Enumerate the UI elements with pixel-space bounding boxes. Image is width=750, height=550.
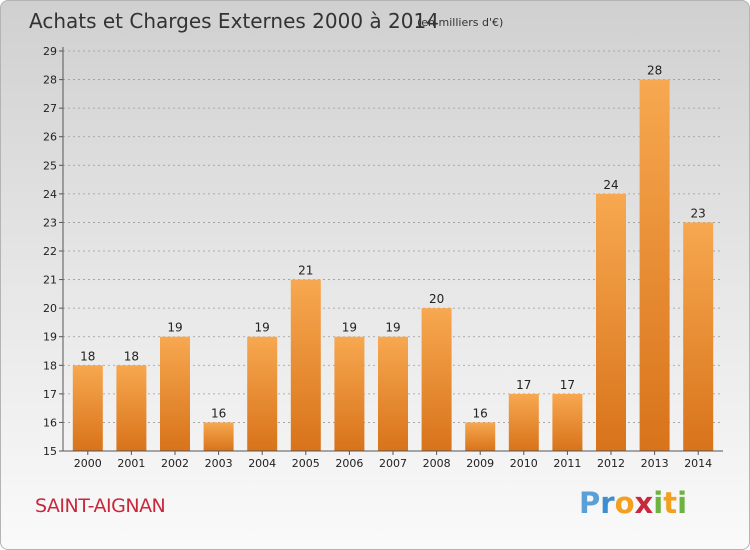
bar [378, 336, 408, 451]
data-label: 19 [167, 321, 182, 335]
x-tick-label: 2003 [205, 457, 233, 470]
bar [72, 365, 103, 451]
logo-letter: P [579, 486, 601, 520]
bar-layer: 18 18 19 16 19 21 19 19 20 16 17 17 24 28 23 [72, 64, 714, 452]
bar [247, 336, 278, 451]
logo-letter: r [600, 486, 615, 520]
bar [421, 308, 452, 451]
bar [116, 365, 147, 451]
bar [290, 279, 321, 451]
x-tick-label: 2001 [117, 457, 145, 470]
y-tick-label: 27 [43, 102, 57, 115]
x-tick-label: 2004 [248, 457, 276, 470]
bar [160, 336, 190, 451]
y-tick-label: 17 [43, 388, 57, 401]
bar [552, 393, 583, 451]
place-name: SAINT-AIGNAN [35, 495, 166, 517]
x-tick-label: 2010 [510, 457, 538, 470]
data-label: 19 [255, 321, 270, 335]
x-tick-label: 2005 [292, 457, 320, 470]
data-label: 16 [473, 406, 488, 420]
x-tick-label: 2000 [74, 457, 102, 470]
y-tick-label: 23 [43, 216, 57, 229]
x-tick-label: 2007 [379, 457, 407, 470]
y-tick-label: 29 [43, 45, 57, 58]
x-tick-label: 2008 [423, 457, 451, 470]
logo-letter: x [634, 486, 654, 520]
y-tick-label: 26 [43, 131, 57, 144]
bar [203, 422, 234, 451]
data-label: 24 [603, 178, 618, 192]
y-tick-label: 16 [43, 416, 57, 429]
logo-letter: i [653, 486, 664, 520]
x-tick-label: 2011 [553, 457, 581, 470]
y-tick-label: 25 [43, 159, 57, 172]
data-label: 20 [429, 292, 444, 306]
bar [639, 79, 670, 452]
y-tick-label: 20 [43, 302, 57, 315]
data-label: 18 [80, 349, 95, 363]
x-tick-label: 2002 [161, 457, 189, 470]
x-tick-label: 2006 [335, 457, 363, 470]
chart-title: Achats et Charges Externes 2000 à 2014 [29, 9, 439, 33]
y-tick-label: 21 [43, 274, 57, 287]
logo-letter: t [663, 486, 678, 520]
data-label: 23 [691, 206, 706, 220]
x-tick-label: 2009 [466, 457, 494, 470]
bar [508, 393, 539, 451]
bar [334, 336, 365, 451]
data-label: 16 [211, 406, 226, 420]
chart-subtitle: (en milliers d'€) [417, 16, 503, 29]
data-label: 19 [342, 321, 357, 335]
bar [683, 222, 714, 451]
logo-letter: o [614, 486, 635, 520]
data-label: 21 [298, 264, 313, 278]
y-tick-label: 28 [43, 74, 57, 87]
x-tick-label: 2014 [684, 457, 712, 470]
data-label: 19 [385, 321, 400, 335]
bar [596, 193, 626, 451]
y-tick-label: 19 [43, 331, 57, 344]
data-label: 18 [124, 349, 139, 363]
y-tick-label: 18 [43, 359, 57, 372]
x-tick-label: 2013 [641, 457, 669, 470]
proxiti-logo: Proxiti [579, 486, 687, 520]
logo-letter: i [677, 486, 688, 520]
data-label: 17 [516, 378, 531, 392]
data-label: 17 [560, 378, 575, 392]
bar [465, 422, 496, 451]
x-tick-label: 2012 [597, 457, 625, 470]
y-tick-label: 24 [43, 188, 57, 201]
axis-layer: 15 16 17 18 19 20 21 22 23 24 25 26 27 28 29 2000 2001 20… [43, 45, 723, 470]
y-tick-label: 15 [43, 445, 57, 458]
y-tick-label: 22 [43, 245, 57, 258]
data-label: 28 [647, 64, 662, 78]
